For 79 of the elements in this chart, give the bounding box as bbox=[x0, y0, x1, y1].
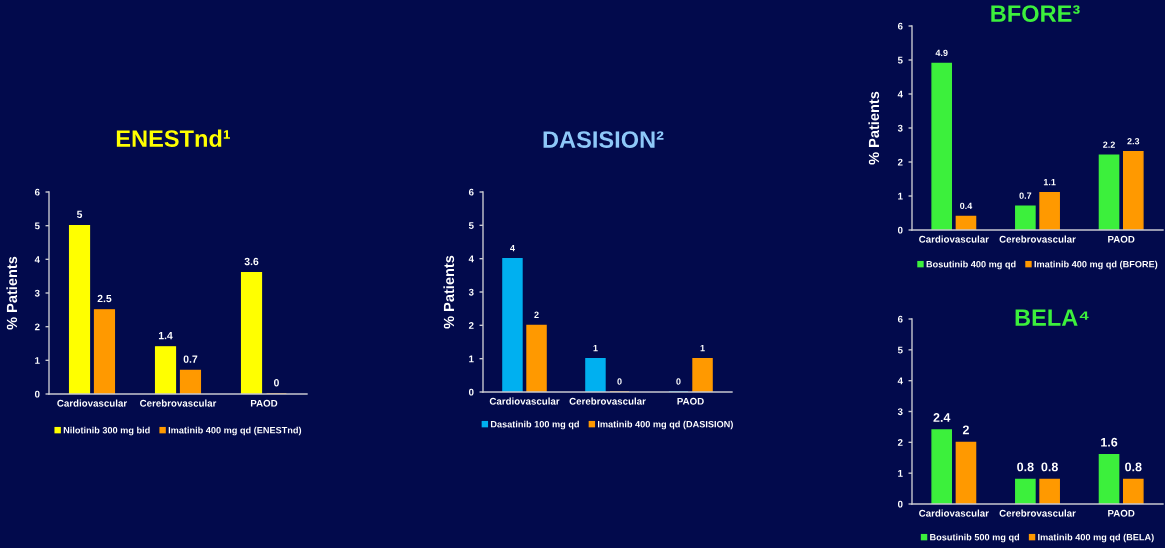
chart-title: BFORE³ bbox=[991, 5, 1080, 22]
y-tick-label: 2 bbox=[34, 323, 40, 331]
legend-label: Imatinib 400 mg qd (BELA) bbox=[1038, 533, 1154, 543]
y-tick-label: 6 bbox=[897, 22, 903, 30]
data-label: 4 bbox=[510, 245, 515, 252]
y-tick-label: 6 bbox=[34, 188, 40, 196]
y-tick-label: 0 bbox=[897, 226, 903, 234]
legend-label: Imatinib 400 mg qd (DASISION) bbox=[597, 420, 733, 430]
data-label: 0.8 bbox=[1017, 462, 1034, 472]
x-tick-label: Cerebrovascular bbox=[569, 397, 646, 405]
y-tick-label: 3 bbox=[897, 408, 903, 416]
chart-title: BELA⁴ bbox=[1015, 309, 1089, 326]
data-label: 5 bbox=[76, 210, 83, 219]
x-tick-label: Cardiovascular bbox=[57, 399, 127, 407]
x-tick-label: Cardiovascular bbox=[919, 235, 989, 243]
y-tick-label: 6 bbox=[468, 188, 474, 196]
x-tick-label: Cerebrovascular bbox=[999, 235, 1076, 243]
legend-label: Bosutinib 400 mg qd bbox=[926, 260, 1016, 270]
legend-label: Dasatinib 100 mg qd bbox=[490, 420, 579, 430]
y-axis-title: % Patients bbox=[868, 91, 880, 165]
y-tick-label: 0 bbox=[468, 388, 474, 396]
data-label: 0 bbox=[273, 379, 279, 387]
data-label: 2.3 bbox=[1127, 138, 1140, 145]
y-tick-label: 3 bbox=[34, 289, 40, 297]
x-tick-label: PAOD bbox=[250, 399, 278, 407]
y-tick-label: 4 bbox=[34, 256, 40, 263]
x-tick-label: Cardiovascular bbox=[919, 509, 989, 517]
data-label: 2.2 bbox=[1103, 141, 1115, 148]
data-label: 0.8 bbox=[1041, 462, 1058, 472]
y-tick-label: 5 bbox=[897, 346, 903, 354]
legend-label: Bosutinib 500 mg qd bbox=[930, 533, 1020, 543]
y-tick-label: 1 bbox=[898, 470, 903, 477]
data-label: 1.4 bbox=[158, 331, 173, 340]
data-label: 1.6 bbox=[1101, 437, 1118, 447]
x-tick-label: PAOD bbox=[677, 397, 704, 405]
data-label: 0 bbox=[617, 378, 622, 385]
data-label: 1 bbox=[700, 345, 705, 352]
y-tick-label: 0 bbox=[34, 390, 40, 398]
x-tick-label: Cerebrovascular bbox=[140, 399, 217, 407]
y-tick-label: 1 bbox=[35, 357, 40, 364]
y-tick-label: 3 bbox=[468, 288, 474, 296]
data-label: 0 bbox=[676, 378, 681, 385]
x-tick-label: Cerebrovascular bbox=[999, 509, 1076, 517]
y-tick-label: 3 bbox=[897, 124, 903, 132]
data-label: 0.7 bbox=[1019, 192, 1032, 199]
data-label: 1.1 bbox=[1043, 178, 1056, 186]
y-tick-label: 1 bbox=[469, 355, 474, 363]
data-label: 2 bbox=[962, 425, 969, 435]
x-tick-label: PAOD bbox=[1108, 509, 1135, 517]
y-tick-label: 4 bbox=[468, 255, 474, 263]
y-tick-label: 2 bbox=[897, 158, 903, 166]
legend-label: Imatinib 400 mg qd (BFORE) bbox=[1034, 260, 1158, 270]
y-tick-label: 5 bbox=[897, 56, 903, 64]
y-axis-title: % Patients bbox=[6, 256, 18, 330]
x-tick-label: Cardiovascular bbox=[489, 397, 560, 405]
data-label: 0.4 bbox=[960, 202, 973, 210]
y-tick-label: 0 bbox=[897, 500, 903, 508]
y-tick-label: 2 bbox=[897, 439, 903, 446]
y-tick-label: 2 bbox=[468, 322, 474, 329]
data-label: 2.4 bbox=[933, 413, 951, 422]
y-tick-label: 5 bbox=[34, 222, 40, 230]
y-tick-label: 1 bbox=[898, 192, 903, 200]
chart-title: DASISION² bbox=[543, 131, 664, 148]
data-label: 2.5 bbox=[97, 294, 112, 303]
y-tick-label: 4 bbox=[897, 90, 903, 98]
y-tick-label: 6 bbox=[897, 315, 903, 323]
y-axis-title: % Patients bbox=[443, 255, 455, 329]
y-tick-label: 5 bbox=[468, 222, 474, 229]
data-label: 2 bbox=[534, 311, 539, 318]
data-label: 1 bbox=[593, 345, 598, 352]
x-tick-label: PAOD bbox=[1108, 235, 1135, 243]
data-label: 3.6 bbox=[244, 257, 259, 266]
y-tick-label: 4 bbox=[897, 377, 903, 385]
legend-label: Imatinib 400 mg qd (ENESTnd) bbox=[168, 426, 302, 436]
data-label: 4.9 bbox=[935, 49, 948, 57]
chart-title: ENESTnd¹ bbox=[116, 129, 230, 147]
data-label: 0.7 bbox=[183, 355, 198, 363]
data-label: 0.8 bbox=[1125, 462, 1142, 472]
legend-label: Nilotinib 300 mg bid bbox=[63, 426, 150, 436]
